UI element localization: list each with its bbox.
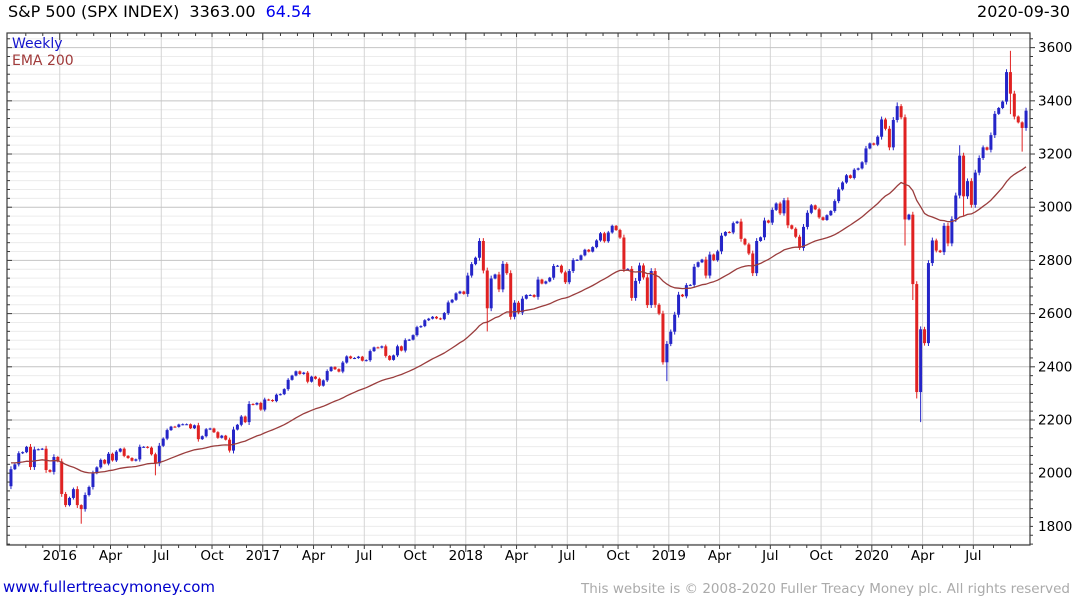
svg-text:2016: 2016 [43, 548, 77, 564]
price-change: 64.54 [265, 2, 312, 21]
svg-text:2020: 2020 [855, 548, 889, 564]
page-footer: www.fullertreacymoney.com This website i… [3, 578, 1070, 598]
axis-ticks [7, 33, 1035, 552]
y-axis-labels: 1800 2000 2200 2400 2600 2800 3000 3200 3400 3600 [1038, 40, 1072, 535]
svg-text:2400: 2400 [1038, 359, 1072, 375]
svg-text:Oct: Oct [606, 548, 629, 564]
site-link[interactable]: www.fullertreacymoney.com [3, 578, 216, 596]
svg-text:Oct: Oct [200, 548, 223, 564]
svg-text:Jul: Jul [761, 548, 778, 564]
svg-text:3600: 3600 [1038, 40, 1072, 56]
svg-text:2800: 2800 [1038, 253, 1072, 269]
svg-text:Apr: Apr [99, 548, 123, 564]
svg-text:Jul: Jul [964, 548, 981, 564]
svg-text:2017: 2017 [246, 548, 280, 564]
instrument-title: S&P 500 (SPX INDEX) [8, 2, 180, 21]
svg-text:2200: 2200 [1038, 412, 1072, 428]
svg-text:2018: 2018 [449, 548, 483, 564]
svg-text:Apr: Apr [302, 548, 326, 564]
svg-text:2600: 2600 [1038, 306, 1072, 322]
svg-text:3000: 3000 [1038, 200, 1072, 216]
svg-text:Apr: Apr [911, 548, 935, 564]
candles [9, 50, 1028, 524]
x-gridlines [59, 33, 974, 545]
svg-text:1800: 1800 [1038, 519, 1072, 535]
legend-ema: EMA 200 [12, 53, 74, 69]
svg-text:Oct: Oct [403, 548, 426, 564]
plot-border [6, 32, 1031, 546]
svg-text:Apr: Apr [708, 548, 732, 564]
svg-text:3200: 3200 [1038, 147, 1072, 163]
chart-header: S&P 500 (SPX INDEX) 3363.00 64.54 2020-09-… [8, 2, 1070, 28]
chart-date: 2020-09-30 [977, 2, 1070, 21]
y-gridlines-major [7, 47, 1030, 421]
svg-text:2000: 2000 [1038, 466, 1072, 482]
svg-text:2019: 2019 [652, 548, 686, 564]
legend-timeframe: Weekly [12, 36, 63, 52]
svg-text:Jul: Jul [558, 548, 575, 564]
svg-text:3400: 3400 [1038, 93, 1072, 109]
copyright-text: This website is © 2008-2020 Fuller Treac… [581, 581, 1070, 597]
ema-line [11, 166, 1027, 474]
x-axis-labels: 2016 Apr Jul Oct 2017 Apr Jul Oct 2018 Apr Jul Oct 2… [43, 548, 982, 564]
svg-text:Jul: Jul [355, 548, 372, 564]
svg-text:Oct: Oct [809, 548, 832, 564]
y-gridlines-minor [7, 38, 1030, 545]
svg-text:Apr: Apr [505, 548, 529, 564]
svg-text:Jul: Jul [152, 548, 169, 564]
last-price: 3363.00 [189, 2, 256, 21]
